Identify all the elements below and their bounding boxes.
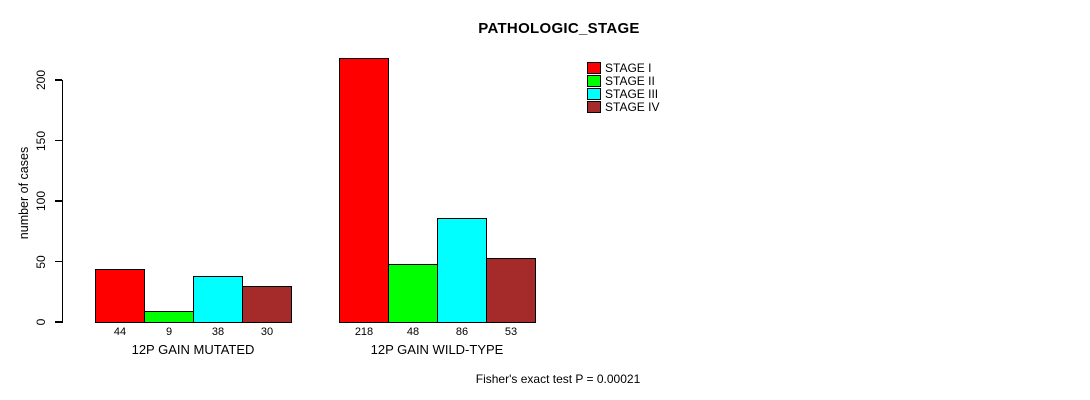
y-tick-label: 200 <box>34 69 48 91</box>
bar-stage-iv-12p-gain-mutated <box>242 286 292 323</box>
legend-label: STAGE III <box>605 87 659 101</box>
legend-item-stage-ii: STAGE II <box>587 74 659 89</box>
legend-swatch <box>587 100 601 113</box>
legend-swatch <box>587 87 601 100</box>
x-category-label-12p-gain-mutated: 12P GAIN MUTATED <box>131 342 255 357</box>
bar-value-label: 38 <box>211 326 225 338</box>
legend-item-stage-iii: STAGE III <box>587 87 659 101</box>
bar-value-label: 30 <box>260 326 274 338</box>
legend-item-stage-i: STAGE I <box>587 61 659 76</box>
legend-item-stage-iv: STAGE IV <box>587 99 660 114</box>
y-tick-mark <box>55 321 62 323</box>
y-tick-mark <box>55 79 62 81</box>
y-tick-mark <box>55 260 62 263</box>
bar-value-label: 9 <box>165 326 173 338</box>
legend-swatch <box>587 75 601 88</box>
bar-stage-iii-12p-gain-mutated <box>193 276 243 323</box>
bar-value-label: 86 <box>455 326 469 338</box>
legend-swatch <box>587 62 601 75</box>
bar-stage-i-12p-gain-mutated <box>95 269 145 323</box>
x-category-label-12p-gain-wild-type: 12P GAIN WILD-TYPE <box>370 342 504 357</box>
legend: STAGE I STAGE II STAGE III STAGE IV <box>587 61 660 114</box>
y-tick-label: 50 <box>34 254 48 269</box>
y-tick-mark <box>55 139 62 142</box>
stat-annotation: Fisher's exact test P = 0.00021 <box>475 372 641 386</box>
y-tick-label: 150 <box>34 130 48 151</box>
y-tick-label: 0 <box>34 318 48 326</box>
bar-value-label: 44 <box>113 326 127 338</box>
y-tick-label: 100 <box>34 190 48 212</box>
bar-value-label: 218 <box>354 326 374 338</box>
y-axis-line <box>62 79 64 323</box>
legend-label: STAGE IV <box>605 99 660 114</box>
bar-stage-i-12p-gain-wild-type <box>339 58 389 323</box>
chart-title: PATHOLOGIC_STAGE <box>478 20 640 37</box>
y-tick-mark <box>55 200 62 202</box>
bar-stage-iv-12p-gain-wild-type <box>486 258 536 323</box>
bar-stage-ii-12p-gain-mutated <box>144 311 194 323</box>
bar-value-label: 53 <box>504 326 518 338</box>
bar-stage-iii-12p-gain-wild-type <box>437 218 487 323</box>
legend-label: STAGE I <box>605 61 652 76</box>
legend-label: STAGE II <box>605 74 655 89</box>
y-axis-label: number of cases <box>17 146 31 240</box>
bar-stage-ii-12p-gain-wild-type <box>388 264 438 323</box>
bar-value-label: 48 <box>406 326 420 338</box>
